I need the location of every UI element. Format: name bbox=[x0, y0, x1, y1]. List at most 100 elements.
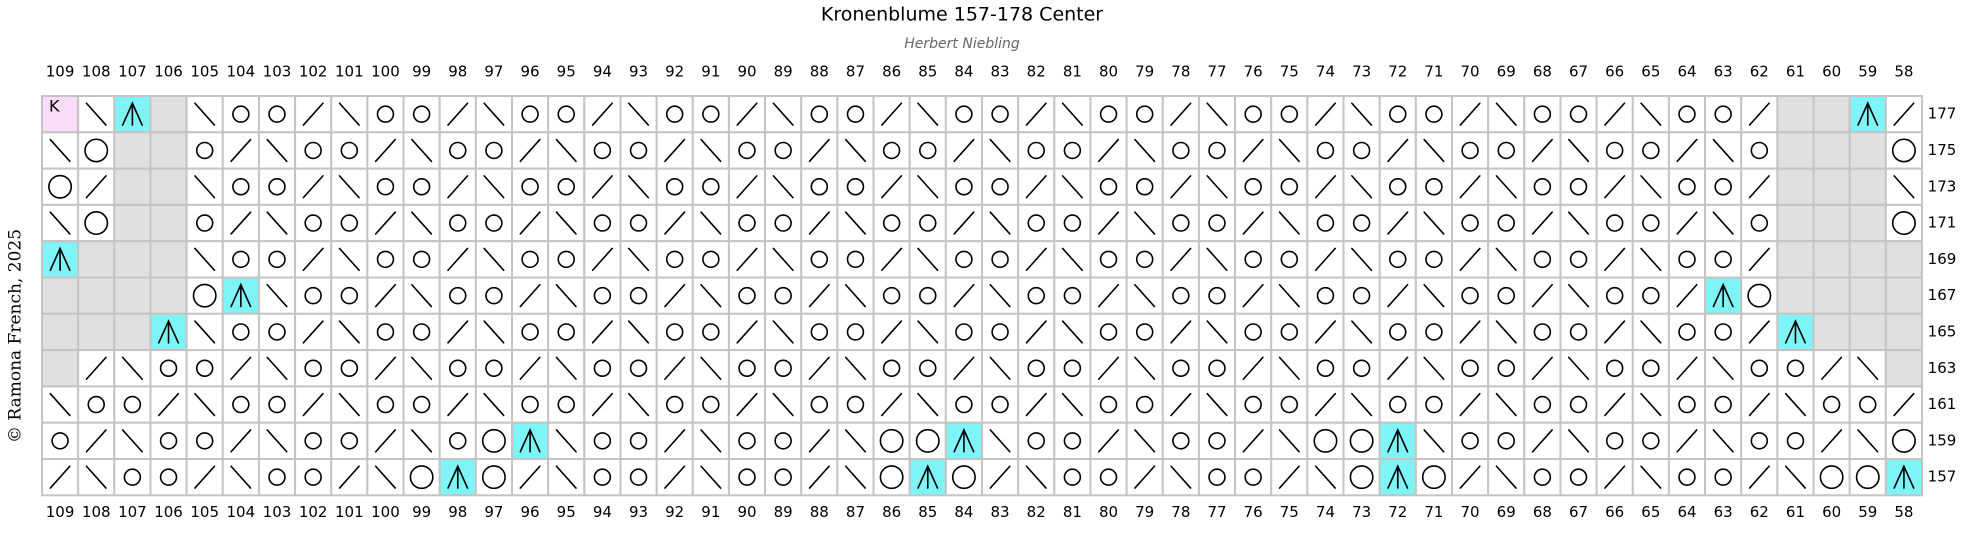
cell bbox=[1342, 276, 1381, 315]
stitch-symbol bbox=[917, 320, 939, 344]
column-number: 101 bbox=[335, 503, 364, 521]
stitch-symbol bbox=[1786, 432, 1805, 450]
stitch-symbol bbox=[1712, 429, 1734, 453]
cell bbox=[1197, 349, 1237, 388]
stitch-symbol bbox=[665, 323, 684, 341]
cell bbox=[1559, 167, 1598, 206]
cell bbox=[149, 349, 188, 388]
stitch-symbol bbox=[664, 465, 686, 489]
stitch-symbol bbox=[1061, 392, 1083, 417]
column-number: 93 bbox=[629, 63, 648, 81]
cell bbox=[1559, 240, 1598, 279]
stitch-symbol bbox=[449, 432, 467, 450]
stitch-symbol bbox=[955, 177, 973, 196]
stitch-symbol bbox=[1891, 211, 1916, 236]
stitch-symbol bbox=[268, 395, 286, 414]
stitch-symbol bbox=[1531, 138, 1553, 163]
column-number: 63 bbox=[1714, 503, 1733, 521]
stitch-symbol bbox=[304, 214, 322, 232]
cell bbox=[1523, 240, 1562, 279]
cell bbox=[1776, 240, 1815, 279]
cell bbox=[1740, 421, 1779, 461]
cell bbox=[908, 276, 947, 315]
stitch-symbol bbox=[1642, 141, 1660, 160]
cell bbox=[511, 240, 550, 279]
cell bbox=[149, 167, 188, 206]
stitch-symbol bbox=[665, 395, 684, 414]
cell bbox=[1197, 276, 1237, 315]
stitch-symbol bbox=[774, 141, 792, 160]
cell bbox=[185, 276, 224, 315]
stitch-symbol bbox=[84, 138, 109, 163]
stitch-symbol bbox=[1352, 359, 1371, 378]
stitch-symbol bbox=[1748, 320, 1770, 344]
cell bbox=[691, 95, 730, 134]
cell bbox=[1270, 385, 1309, 424]
cell bbox=[872, 131, 911, 170]
stitch-symbol bbox=[700, 429, 722, 453]
stitch-symbol bbox=[1278, 429, 1300, 453]
column-number: 65 bbox=[1641, 503, 1660, 521]
cell bbox=[474, 203, 514, 243]
stitch-symbol bbox=[1316, 141, 1335, 160]
cell bbox=[113, 203, 152, 243]
cell bbox=[41, 95, 80, 134]
stitch-symbol bbox=[1134, 138, 1156, 163]
stitch-symbol bbox=[1642, 432, 1660, 450]
title: Kronenblume 157-178 Center bbox=[821, 4, 1103, 26]
stitch-symbol bbox=[449, 359, 467, 378]
stitch-symbol bbox=[194, 175, 216, 199]
cell bbox=[908, 131, 947, 170]
stitch-symbol bbox=[49, 246, 71, 272]
cell bbox=[944, 95, 983, 134]
stitch-symbol bbox=[1678, 395, 1696, 414]
cell bbox=[149, 95, 188, 134]
cell bbox=[41, 349, 80, 388]
cell bbox=[1523, 312, 1562, 352]
column-number: 95 bbox=[557, 503, 576, 521]
cell bbox=[1234, 385, 1273, 424]
cell bbox=[872, 458, 911, 497]
stitch-symbol bbox=[1605, 286, 1624, 305]
cell bbox=[402, 312, 441, 352]
cell bbox=[1776, 203, 1815, 243]
row-number: 167 bbox=[1928, 286, 1957, 304]
stitch-symbol bbox=[1061, 175, 1083, 199]
column-number: 90 bbox=[737, 63, 756, 81]
stitch-symbol bbox=[919, 286, 937, 305]
stitch-symbol bbox=[808, 429, 830, 453]
cell bbox=[1089, 240, 1128, 279]
cell bbox=[1342, 421, 1381, 461]
stitch-symbol bbox=[411, 283, 433, 308]
cell bbox=[1884, 421, 1924, 461]
stitch-symbol bbox=[447, 247, 469, 272]
stitch-symbol bbox=[1135, 323, 1154, 341]
stitch-symbol bbox=[1134, 211, 1156, 235]
stitch-symbol bbox=[1134, 465, 1156, 489]
stitch-symbol bbox=[1748, 465, 1770, 489]
cell bbox=[1667, 385, 1707, 424]
stitch-symbol bbox=[411, 356, 433, 380]
stitch-symbol bbox=[1640, 102, 1662, 126]
column-number: 61 bbox=[1786, 63, 1805, 81]
stitch-symbol bbox=[519, 356, 541, 380]
cell bbox=[1197, 421, 1237, 461]
column-number: 89 bbox=[774, 63, 793, 81]
cell bbox=[1378, 95, 1417, 134]
cell bbox=[113, 458, 152, 497]
stitch-symbol bbox=[1349, 465, 1374, 490]
cell bbox=[438, 421, 477, 461]
stitch-symbol bbox=[1533, 395, 1552, 414]
stitch-symbol bbox=[519, 283, 541, 308]
stitch-symbol bbox=[521, 177, 539, 196]
stitch-symbol bbox=[1025, 392, 1047, 417]
stitch-symbol bbox=[846, 323, 865, 341]
stitch-symbol bbox=[481, 428, 506, 453]
cell bbox=[1595, 203, 1634, 243]
stitch-symbol bbox=[1459, 392, 1481, 417]
stitch-symbol bbox=[449, 286, 467, 305]
column-number: 84 bbox=[954, 503, 973, 521]
cell bbox=[1848, 203, 1887, 243]
stitch-label: K bbox=[49, 97, 60, 116]
stitch-symbol bbox=[955, 250, 973, 269]
